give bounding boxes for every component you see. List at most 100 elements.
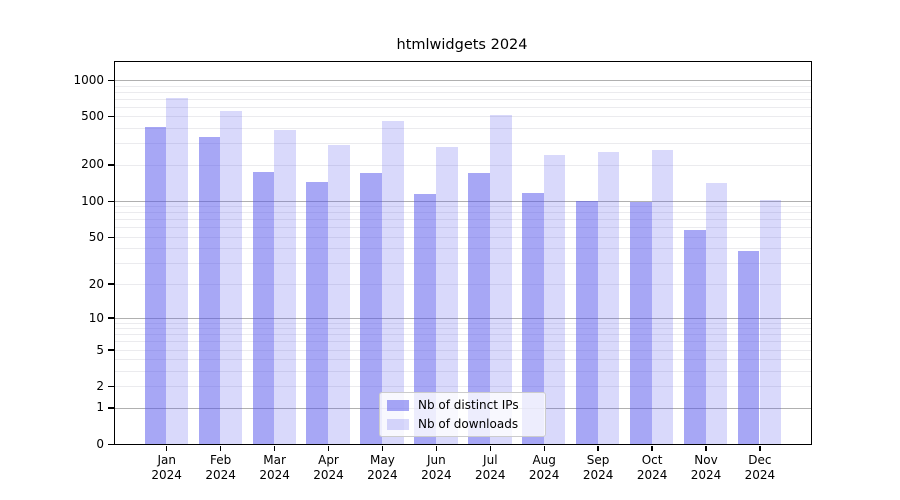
gridline-minor-700: [115, 98, 811, 100]
x-tick-year: 2024: [528, 468, 560, 482]
y-tick-label-500: 500: [81, 109, 104, 124]
y-tick-500: [108, 116, 115, 118]
y-tick-100: [108, 200, 115, 202]
x-tick-year: 2024: [636, 468, 668, 482]
gridline-minor-9: [115, 322, 811, 324]
gridline-minor-900: [115, 85, 811, 87]
y-tick-20: [108, 283, 115, 285]
gridline-minor-70: [115, 219, 811, 221]
y-tick-10: [108, 317, 115, 319]
gridline-minor-3: [115, 370, 811, 372]
gridline-minor-50: [115, 236, 811, 238]
x-tick-label-nov: Nov 2024: [678, 453, 734, 483]
bar-apr-ips: [306, 182, 329, 444]
x-tick-oct: [651, 445, 653, 451]
x-tick-may: [381, 445, 384, 451]
x-tick-nov: [705, 445, 707, 451]
chart-title: htmlwidgets 2024: [396, 37, 528, 53]
y-tick-0: [108, 443, 115, 446]
x-tick-jun: [435, 445, 438, 451]
y-tick-50: [108, 236, 115, 238]
bar-feb-downloads: [220, 111, 242, 444]
bar-jan-downloads: [166, 98, 188, 444]
gridline-minor-400: [115, 128, 811, 130]
x-tick-year: 2024: [259, 468, 290, 482]
bar-sep-ips: [576, 200, 598, 444]
x-tick-jan: [166, 445, 168, 451]
x-tick-label-jan: Jan 2024: [139, 453, 195, 483]
x-tick-apr: [327, 445, 330, 451]
x-tick-label-apr: Apr 2024: [301, 453, 357, 483]
y-tick-label-50: 50: [88, 229, 104, 244]
x-tick-year: 2024: [744, 468, 776, 482]
y-tick-label-1000: 1000: [73, 72, 104, 87]
y-tick-label-20: 20: [88, 276, 104, 291]
bar-feb-ips: [198, 136, 221, 444]
y-tick-label-10: 10: [88, 310, 104, 325]
bar-may-downloads: [382, 121, 404, 444]
x-tick-year: 2024: [475, 468, 506, 482]
gridline-minor-2: [115, 386, 811, 388]
gridline-major-10: [115, 317, 811, 319]
x-tick-label-jun: Jun 2024: [408, 453, 464, 483]
x-tick-label-oct: Oct 2024: [624, 453, 680, 483]
y-tick-label-0: 0: [96, 436, 104, 451]
x-tick-jul: [489, 445, 491, 451]
bar-aug-downloads: [543, 155, 566, 444]
x-tick-year: 2024: [690, 468, 722, 482]
y-tick-label-100: 100: [81, 193, 104, 208]
legend: Nb of distinct IPs Nb of downloads: [379, 392, 546, 437]
gridline-minor-30: [115, 263, 811, 264]
x-tick-label-sep: Sep 2024: [570, 453, 626, 483]
bar-oct-ips: [630, 202, 652, 444]
y-tick-label-1: 1: [96, 400, 104, 415]
bar-dec-ips: [737, 250, 760, 444]
x-tick-year: 2024: [151, 468, 182, 482]
ips-swatch-icon: [387, 399, 409, 411]
bar-nov-ips: [683, 230, 706, 444]
x-tick-dec: [759, 445, 761, 451]
legend-row-downloads: Nb of downloads: [387, 417, 541, 432]
x-tick-label-may: May 2024: [354, 453, 410, 483]
gridline-major-1000: [115, 79, 811, 81]
gridline-minor-5: [115, 349, 811, 351]
gridline-minor-8: [115, 328, 811, 330]
downloads-swatch-icon: [387, 418, 409, 430]
gridline-minor-800: [115, 91, 811, 93]
x-tick-mar: [273, 445, 276, 451]
gridline-minor-90: [115, 206, 811, 208]
bar-aug-ips: [522, 192, 544, 444]
bar-jun-ips: [414, 194, 436, 444]
x-tick-label-dec: Dec 2024: [732, 453, 788, 483]
x-tick-label-feb: Feb 2024: [193, 453, 249, 483]
legend-row-ips: Nb of distinct IPs: [387, 398, 541, 413]
bar-oct-downloads: [651, 149, 674, 444]
x-tick-label-aug: Aug 2024: [516, 453, 572, 483]
x-tick-year: 2024: [582, 468, 614, 482]
y-tick-label-5: 5: [96, 342, 104, 357]
y-tick-200: [108, 164, 115, 166]
bar-nov-downloads: [705, 183, 728, 444]
gridline-minor-6: [115, 341, 811, 343]
gridline-minor-200: [115, 164, 811, 166]
gridline-major-100: [115, 200, 811, 202]
x-tick-feb: [219, 445, 222, 451]
bar-sep-downloads: [597, 151, 620, 444]
y-tick-label-200: 200: [81, 157, 104, 172]
plot-area: Nb of distinct IPs Nb of downloads: [114, 61, 812, 445]
y-tick-2: [108, 385, 115, 388]
gridline-minor-60: [115, 227, 811, 229]
x-tick-label-mar: Mar 2024: [247, 453, 303, 483]
bar-dec-downloads: [759, 200, 782, 444]
bar-jun-downloads: [435, 147, 458, 444]
x-tick-year: 2024: [421, 468, 452, 482]
y-tick-1: [108, 407, 115, 409]
gridline-minor-4: [115, 359, 811, 361]
bar-jul-ips: [468, 173, 490, 444]
x-tick-sep: [597, 445, 599, 451]
gridline-minor-500: [115, 116, 811, 118]
x-tick-aug: [543, 445, 545, 451]
bar-jan-ips: [144, 127, 167, 444]
y-tick-label-2: 2: [96, 379, 104, 393]
